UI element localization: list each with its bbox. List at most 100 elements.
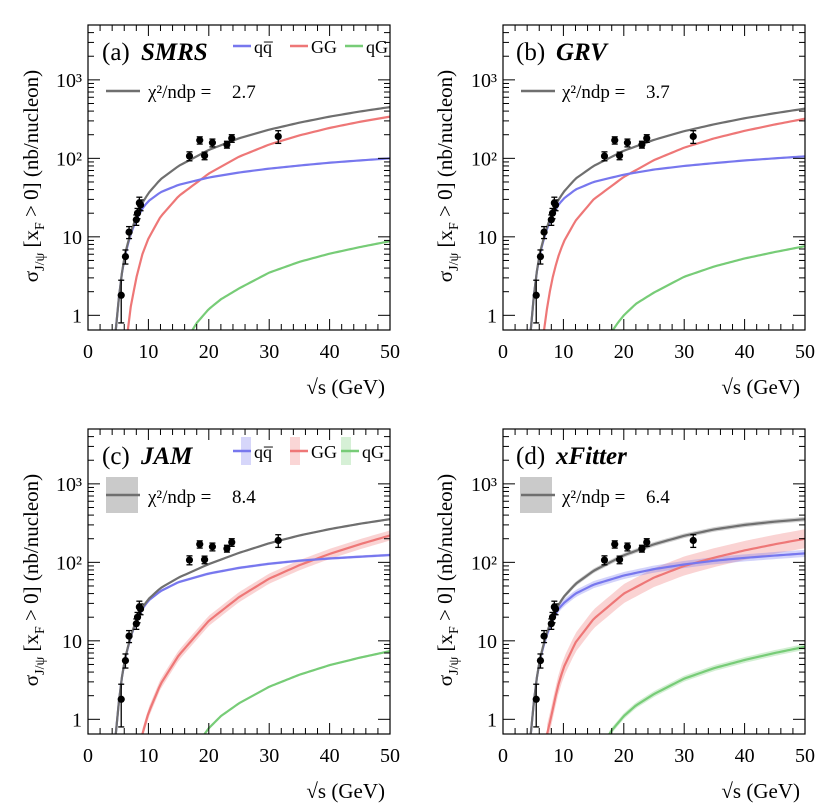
band-qG (204, 650, 390, 734)
data-point (136, 605, 145, 613)
data-point (200, 152, 209, 160)
data-point (615, 556, 624, 564)
data-point (611, 136, 619, 144)
panel-title: JAM (140, 443, 193, 470)
series-line-qq̅ (529, 552, 805, 734)
data-point (540, 228, 548, 236)
series-line-GG (546, 537, 805, 734)
panel-title: SMRS (141, 39, 208, 66)
data-point (200, 556, 209, 564)
data-point (536, 656, 545, 665)
legend-label-gg: GG (311, 37, 337, 57)
x-tick-label: 40 (735, 745, 755, 767)
y-tick-label: 10³ (471, 474, 497, 496)
x-tick-label: 0 (83, 341, 93, 363)
data-point (638, 544, 646, 553)
axes-frame (502, 24, 806, 331)
data-point (600, 152, 609, 160)
x-tick-label: 40 (320, 745, 340, 767)
data-point (548, 209, 557, 217)
data-point (132, 620, 140, 628)
x-tick-label: 50 (380, 745, 400, 767)
data-point (274, 536, 282, 545)
legend-label-qg: qG (362, 442, 384, 462)
y-axis-label: σJ/ψ [xF > 0] (nb/nucleon) (433, 70, 462, 282)
x-tick-label: 30 (674, 341, 694, 363)
series-line-GG (141, 534, 390, 734)
y-tick-label: 10 (477, 631, 497, 653)
chi2-value: 6.4 (646, 487, 670, 508)
band-qq̅ (115, 553, 390, 734)
series-line-GG (126, 115, 390, 330)
data-point (274, 132, 282, 141)
series-line-total (114, 518, 390, 734)
data-point (547, 620, 555, 628)
series-line-GG (542, 117, 805, 330)
x-axis-label: √s (GeV) (721, 375, 800, 399)
data-point (223, 544, 231, 553)
chi2-label: χ²/ndp = (147, 487, 211, 508)
x-tick-label: 30 (259, 341, 279, 363)
series-line-qG (191, 240, 390, 330)
axes-frame (87, 24, 391, 331)
panel-d: σJ/ψ [xF > 0] (nb/nucleon) √s (GeV) (d) … (433, 428, 815, 803)
x-tick-label: 10 (553, 341, 573, 363)
series-line-qG (203, 650, 390, 734)
band-qG (609, 643, 805, 734)
legend-label-qg: qG (366, 37, 388, 57)
data-point (228, 134, 236, 142)
x-tick-label: 10 (138, 341, 158, 363)
data-point (532, 291, 540, 299)
data-point (133, 209, 142, 217)
chi2-value: 3.7 (646, 82, 670, 103)
x-tick-label: 50 (795, 745, 815, 767)
data-point (536, 252, 545, 261)
data-point (228, 538, 236, 546)
x-tick-label: 20 (614, 341, 634, 363)
x-tick-label: 10 (138, 745, 158, 767)
y-tick-label: 10² (471, 552, 497, 574)
data-point (208, 543, 217, 551)
plot-area (529, 107, 805, 330)
x-tick-label: 20 (199, 745, 219, 767)
series-line-qG (612, 245, 805, 330)
data-point (121, 252, 130, 261)
y-tick-label: 10² (56, 552, 82, 574)
axes-frame (87, 428, 391, 735)
data-point (638, 140, 646, 149)
data-point (223, 140, 231, 149)
series-line-qq̅ (529, 155, 805, 330)
data-point (125, 228, 133, 236)
data-point (643, 538, 651, 546)
y-tick-label: 10³ (56, 70, 82, 92)
legend-label-gg: GG (311, 442, 337, 462)
data-point (117, 291, 125, 299)
x-tick-label: 50 (380, 341, 400, 363)
legend: qq̅ GG qG (233, 437, 384, 465)
y-tick-label: 10² (471, 148, 497, 170)
series-line-total (529, 518, 805, 734)
y-axis-label: σJ/ψ [xF > 0] (nb/nucleon) (19, 474, 48, 686)
y-tick-label: 1 (487, 305, 497, 327)
data-point (136, 201, 145, 209)
y-tick-label: 10² (56, 148, 82, 170)
y-tick-label: 10³ (56, 474, 82, 496)
panel-letter: (d) (516, 443, 545, 470)
x-tick-label: 40 (320, 341, 340, 363)
data-point (185, 556, 194, 564)
data-point (548, 613, 557, 621)
chi2-value: 8.4 (232, 487, 256, 508)
data-point (623, 543, 632, 551)
chi2-value: 2.7 (232, 82, 256, 103)
data-point (551, 201, 560, 209)
panel-a: σJ/ψ [xF > 0] (nb/nucleon) √s (GeV) (a) … (19, 24, 400, 399)
axes-frame (502, 428, 806, 735)
data-point (132, 216, 140, 224)
panel-letter: (b) (516, 39, 545, 66)
data-point (185, 152, 194, 160)
series-line-total (529, 107, 805, 330)
series-line-qq̅ (114, 553, 390, 734)
band-GG (547, 529, 805, 734)
panel-c: σJ/ψ [xF > 0] (nb/nucleon) √s (GeV) (c) … (19, 428, 400, 803)
